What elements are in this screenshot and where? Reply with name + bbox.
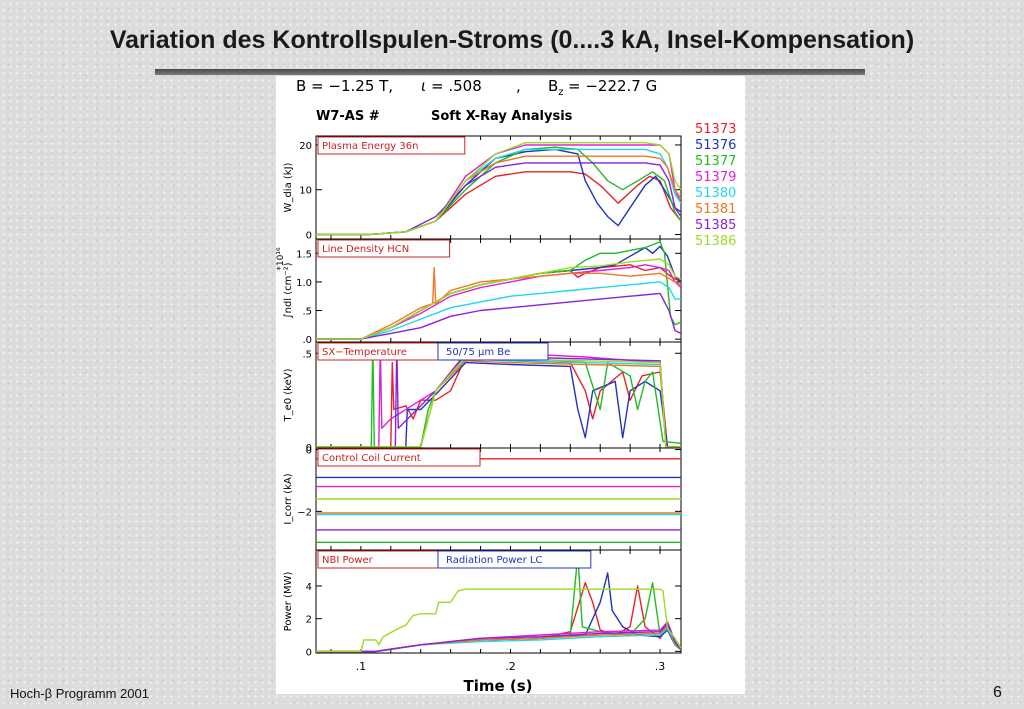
- page-number: 6: [993, 684, 1002, 701]
- slide-title: Variation des Kontrollspulen-Stroms (0..…: [109, 26, 915, 54]
- series-line-51386: [316, 588, 681, 653]
- panel-4: 0 −2I_corr (kA) Control Coil Current: [283, 446, 682, 551]
- panel-label2: 50/75 μm Be: [446, 347, 510, 358]
- series-line-51381: [316, 266, 681, 340]
- y-tick-label: .0: [302, 335, 312, 346]
- series-line-51376: [316, 361, 681, 448]
- y-tick-label: .5: [302, 349, 312, 360]
- title-divider: [155, 69, 865, 75]
- panel-label-box: [317, 448, 481, 467]
- header-bz-symbol: Bz: [548, 77, 564, 98]
- header-iota-symbol: ι: [421, 77, 426, 95]
- y-tick-label: 0: [306, 647, 312, 658]
- y-tick-label: 1.5: [296, 249, 312, 260]
- footer-program-label: Hoch-β Programm 2001: [10, 686, 149, 701]
- header-iota: = .508: [431, 77, 482, 95]
- series-line-51377: [316, 146, 681, 236]
- series-line-51373: [316, 171, 681, 236]
- panel-label: Line Density HCN: [322, 244, 409, 255]
- legend-entry-51380: 51380: [695, 186, 736, 201]
- series-line-51386: [316, 356, 681, 448]
- series-line-51385: [316, 162, 681, 236]
- series-line-51385: [316, 622, 681, 653]
- series-line-51373: [316, 356, 681, 448]
- panel-label: Control Coil Current: [322, 453, 421, 464]
- series-group: [316, 458, 681, 543]
- program-label: W7-AS #: [316, 109, 380, 124]
- panel-frame: [315, 549, 682, 654]
- panel-5: 0 2 4 Power (MW) NBI Power Radiation Power LC: [283, 549, 682, 658]
- series-group: [316, 241, 681, 340]
- header-separator: ,: [516, 77, 521, 95]
- legend-entry-51386: 51386: [695, 234, 736, 249]
- panel-label-box: [317, 136, 466, 155]
- y-axis-scale: *10¹⁶: [276, 247, 286, 271]
- y-axis-label: ∫ndl (cm⁻²): [283, 262, 294, 318]
- legend-entry-51373: 51373: [695, 122, 736, 137]
- panel-label: SX−Temperature: [322, 347, 407, 358]
- header-field: B = −1.25 T,: [296, 77, 393, 95]
- panel-1: 0 10 20 W_dia (kJ) Plasma Energy 36n: [283, 135, 682, 242]
- x-tick-label: .3: [655, 660, 666, 673]
- panel-label2: Radiation Power LC: [446, 555, 542, 566]
- y-tick-label: 4: [306, 582, 312, 593]
- y-tick-label: 0: [306, 443, 312, 454]
- panel-label-box: [317, 239, 451, 258]
- soft-xray-figure: B = −1.25 T, ι = .508 , Bz = −222.7 G W7…: [276, 76, 745, 694]
- panel-label: NBI Power: [322, 555, 374, 566]
- x-tick-label: .1: [356, 660, 367, 673]
- y-tick-label: 2: [306, 615, 312, 626]
- x-axis-label: Time (s): [463, 677, 532, 694]
- legend-entry-51379: 51379: [695, 170, 736, 185]
- series-line-51386: [316, 258, 681, 340]
- header-bz: = −222.7 G: [568, 77, 657, 95]
- panel-label: Plasma Energy 36n: [322, 141, 418, 152]
- y-tick-label: 10: [299, 186, 312, 197]
- series-line-51376: [316, 245, 681, 340]
- y-tick-label: 0: [306, 446, 312, 457]
- chart-svg: B = −1.25 T, ι = .508 , Bz = −222.7 G W7…: [276, 77, 736, 694]
- y-tick-label: .5: [302, 307, 312, 318]
- legend-entry-51376: 51376: [695, 138, 736, 153]
- series-line-51380: [316, 358, 681, 448]
- panel-3: 0 .5 T_e0 (keV) SX−Temperature 50/75 μm Be: [283, 341, 682, 454]
- y-axis-label: Power (MW): [283, 572, 294, 632]
- x-tick-label: .2: [505, 660, 516, 673]
- y-tick-label: 0: [306, 231, 312, 242]
- legend-entry-51385: 51385: [695, 218, 736, 233]
- y-axis-label: I_corr (kA): [283, 473, 294, 524]
- analysis-label: Soft X-Ray Analysis: [431, 109, 573, 124]
- y-axis-label: W_dia (kJ): [283, 162, 294, 212]
- series-line-51380: [316, 281, 681, 340]
- y-tick-label: 20: [299, 141, 312, 152]
- y-tick-label: −2: [297, 507, 312, 518]
- y-tick-label: 1.0: [296, 278, 312, 289]
- series-line-51385: [316, 292, 681, 340]
- x-axis: .1 .2 .3: [356, 660, 666, 673]
- panel-2: .0 .5 1.0 1.5∫ndl (cm⁻²)*10¹⁶ Line Density H…: [276, 238, 682, 346]
- panel-label2-box: [437, 342, 549, 361]
- y-axis-label: T_e0 (keV): [283, 368, 294, 422]
- series-group: [316, 554, 681, 653]
- series-line-51386: [316, 142, 681, 236]
- series-group: [316, 142, 681, 236]
- legend-entry-51381: 51381: [695, 202, 736, 217]
- legend-entry-51377: 51377: [695, 154, 736, 169]
- panel-label2-box: [437, 550, 592, 569]
